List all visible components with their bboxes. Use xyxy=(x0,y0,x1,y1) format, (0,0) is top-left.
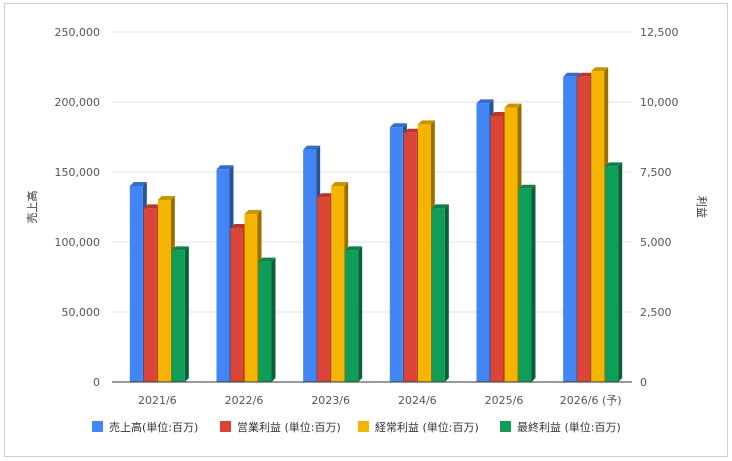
y-right-tick-label: 7,500 xyxy=(640,166,672,179)
bar xyxy=(157,200,171,382)
bar-top xyxy=(171,246,189,251)
bar xyxy=(143,208,157,382)
bar-top xyxy=(244,210,262,214)
bar xyxy=(389,127,403,382)
bar-side xyxy=(358,246,363,382)
bar-top xyxy=(317,193,335,198)
bar xyxy=(476,103,490,383)
bar xyxy=(258,261,272,382)
legend-swatch xyxy=(358,421,369,432)
y-right-tick-label: 0 xyxy=(640,376,647,389)
bar xyxy=(490,116,504,382)
bar-top xyxy=(476,99,494,104)
bar xyxy=(216,169,230,382)
bar-side xyxy=(531,184,536,382)
bar-top xyxy=(504,103,522,108)
y-left-tick-label: 100,000 xyxy=(55,236,101,249)
bar xyxy=(244,214,258,382)
bar-top xyxy=(216,165,234,170)
bar-top xyxy=(417,120,435,125)
x-tick-label: 2021/6 xyxy=(138,394,177,407)
x-tick-label: 2026/6 (予) xyxy=(560,394,622,407)
legend-label: 売上高(単位:百万) xyxy=(109,420,198,434)
bar-top xyxy=(605,162,623,167)
legend-swatch xyxy=(92,421,103,432)
bar-top xyxy=(331,182,349,186)
y-left-tick-label: 200,000 xyxy=(55,96,101,109)
bar-top xyxy=(577,72,595,77)
y-right-axis-title: 利益 xyxy=(695,196,709,218)
bar xyxy=(605,166,619,382)
bar xyxy=(317,197,331,382)
bar-top xyxy=(431,204,449,209)
bar xyxy=(518,188,532,382)
y-right-tick-label: 5,000 xyxy=(640,236,672,249)
legend-swatch xyxy=(220,421,231,432)
bar-top xyxy=(518,184,536,189)
bar xyxy=(591,71,605,382)
y-left-tick-label: 50,000 xyxy=(62,306,101,319)
y-right-tick-label: 10,000 xyxy=(640,96,679,109)
bar-side xyxy=(444,204,449,382)
y-right-tick-label: 2,500 xyxy=(640,306,672,319)
bar xyxy=(577,76,591,383)
x-tick-label: 2023/6 xyxy=(311,394,350,407)
y-left-tick-label: 250,000 xyxy=(55,26,101,39)
y-left-tick-label: 0 xyxy=(93,376,100,389)
legend-label: 営業利益 (単位:百万) xyxy=(237,420,341,434)
y-left-tick-label: 150,000 xyxy=(55,166,101,179)
bar-top xyxy=(157,196,175,200)
bar-top xyxy=(303,145,321,150)
bar-side xyxy=(618,162,623,382)
bar-top xyxy=(490,112,508,116)
x-tick-label: 2024/6 xyxy=(398,394,437,407)
bar-top xyxy=(389,123,407,128)
bar xyxy=(129,186,143,382)
bar xyxy=(171,250,185,382)
bar xyxy=(331,186,345,382)
bar-top xyxy=(591,67,609,72)
bar-top xyxy=(230,224,248,228)
bar-side xyxy=(271,257,276,382)
bar xyxy=(230,228,244,382)
bar xyxy=(563,76,577,383)
bar-top xyxy=(345,246,363,251)
bar xyxy=(403,132,417,382)
bar-top xyxy=(129,182,147,186)
legend-label: 最終利益 (単位:百万) xyxy=(517,420,621,434)
bar xyxy=(504,107,518,382)
x-tick-label: 2025/6 xyxy=(485,394,524,407)
legend-swatch xyxy=(500,421,511,432)
bar xyxy=(431,208,445,382)
bar-top xyxy=(143,204,161,209)
x-tick-label: 2022/6 xyxy=(225,394,264,407)
bar xyxy=(303,149,317,382)
bar-top xyxy=(258,257,276,262)
legend-label: 経常利益 (単位:百万) xyxy=(375,420,479,434)
y-right-tick-label: 12,500 xyxy=(640,26,679,39)
bar-top xyxy=(563,72,581,77)
bar xyxy=(417,124,431,383)
bar-side xyxy=(184,246,189,382)
y-left-axis-title: 売上高 xyxy=(25,191,39,224)
bar xyxy=(345,250,359,382)
bar-top xyxy=(403,128,421,133)
